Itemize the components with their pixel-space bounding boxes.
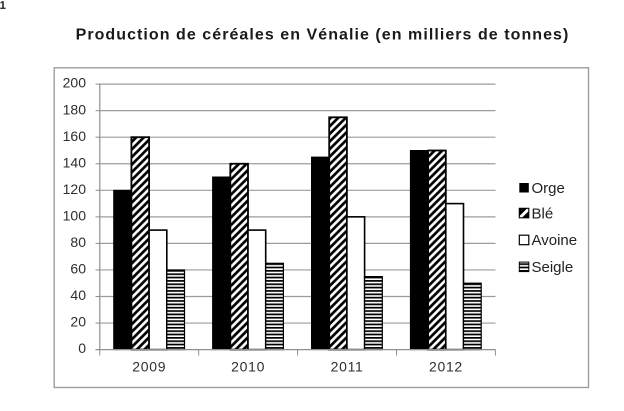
svg-text:Seigle: Seigle xyxy=(532,259,574,276)
svg-text:Production de céréales en Véna: Production de céréales en Vénalie (en mi… xyxy=(76,27,570,44)
svg-text:80: 80 xyxy=(70,234,86,250)
svg-text:2010: 2010 xyxy=(231,359,265,375)
svg-text:Avoine: Avoine xyxy=(532,232,578,249)
svg-text:2009: 2009 xyxy=(132,359,166,375)
svg-text:20: 20 xyxy=(70,314,86,330)
svg-text:Orge: Orge xyxy=(532,180,565,197)
svg-text:160: 160 xyxy=(63,128,87,144)
svg-text:180: 180 xyxy=(63,101,87,117)
svg-text:2012: 2012 xyxy=(429,359,463,375)
svg-text:2011: 2011 xyxy=(331,359,364,375)
svg-text:120: 120 xyxy=(63,181,87,197)
svg-text:0: 0 xyxy=(78,340,86,356)
svg-text:60: 60 xyxy=(70,261,86,277)
svg-text:140: 140 xyxy=(63,154,87,170)
svg-text:100: 100 xyxy=(63,207,87,223)
svg-text:40: 40 xyxy=(70,287,86,303)
svg-text:Blé: Blé xyxy=(532,205,554,222)
svg-text:200: 200 xyxy=(63,75,87,91)
